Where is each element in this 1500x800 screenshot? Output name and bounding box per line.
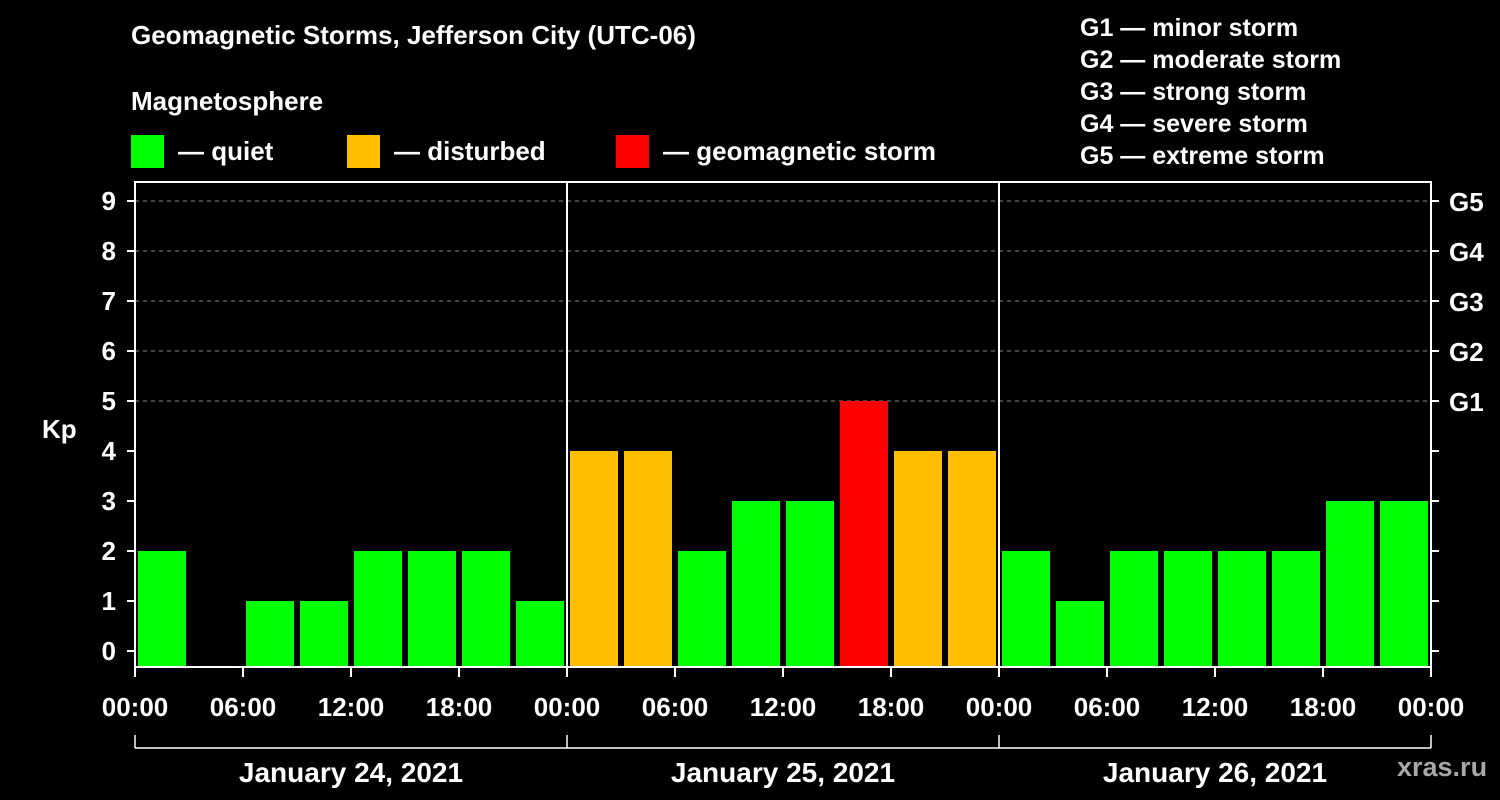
- y-tick-label: 9: [102, 186, 116, 216]
- y-tick-label: 1: [102, 586, 116, 616]
- x-tick-label: 12:00: [318, 692, 385, 722]
- x-tick-label: 06:00: [1074, 692, 1141, 722]
- legend-label-storm: — geomagnetic storm: [663, 135, 937, 166]
- x-tick-label: 12:00: [750, 692, 817, 722]
- kp-bar: [732, 501, 780, 667]
- legend-item-storm: — geomagnetic storm: [616, 134, 936, 168]
- legend-item-quiet: — quiet: [131, 134, 273, 168]
- kp-bar: [1218, 551, 1266, 667]
- x-tick-label: 00:00: [534, 692, 601, 722]
- kp-bar: [516, 601, 564, 667]
- kp-bar: [1056, 601, 1104, 667]
- storm-scale-legend: G1 — minor storm G2 — moderate storm G3 …: [1080, 12, 1341, 172]
- storm-scale-g5: G5 — extreme storm: [1080, 142, 1325, 170]
- kp-bar: [138, 551, 186, 667]
- kp-bar: [894, 451, 942, 667]
- x-tick-label: 00:00: [966, 692, 1033, 722]
- x-tick-label: 00:00: [102, 692, 169, 722]
- legend-swatch-quiet: [131, 134, 164, 168]
- y-tick-label: 8: [102, 236, 116, 266]
- storm-scale-g3: G3 — strong storm: [1080, 78, 1307, 106]
- y-tick-label: 0: [102, 636, 116, 666]
- kp-bar: [300, 601, 348, 667]
- kp-bar: [624, 451, 672, 667]
- kp-bar: [840, 401, 888, 667]
- watermark: xras.ru: [1397, 752, 1488, 782]
- kp-bar: [948, 451, 996, 667]
- kp-bar: [1110, 551, 1158, 667]
- x-tick-label: 18:00: [858, 692, 925, 722]
- chart-subtitle: Magnetosphere: [131, 86, 324, 116]
- legend-swatch-storm: [616, 134, 649, 168]
- y-tick-label: 5: [102, 386, 116, 416]
- x-tick-label: 06:00: [210, 692, 277, 722]
- day-label: January 24, 2021: [239, 757, 463, 788]
- y-tick-label: 6: [102, 336, 116, 366]
- kp-bar: [246, 601, 294, 667]
- g-level-label: G3: [1449, 287, 1484, 317]
- g-level-label: G1: [1449, 387, 1484, 417]
- kp-bar: [678, 551, 726, 667]
- legend-item-disturbed: — disturbed: [347, 134, 546, 168]
- kp-bar: [1272, 551, 1320, 667]
- kp-bar: [1380, 501, 1428, 667]
- y-tick-label: 7: [102, 286, 116, 316]
- chart-title: Geomagnetic Storms, Jefferson City (UTC-…: [131, 20, 696, 50]
- y-tick-label: 3: [102, 486, 116, 516]
- x-tick-label: 12:00: [1182, 692, 1249, 722]
- legend-label-disturbed: — disturbed: [394, 135, 546, 166]
- storm-scale-g4: G4 — severe storm: [1080, 110, 1308, 138]
- legend-swatch-disturbed: [347, 134, 380, 168]
- kp-bar: [1002, 551, 1050, 667]
- day-label: January 25, 2021: [671, 757, 895, 788]
- x-tick-label: 00:00: [1398, 692, 1465, 722]
- x-tick-label: 18:00: [426, 692, 493, 722]
- day-label: January 26, 2021: [1103, 757, 1327, 788]
- y-tick-label: 2: [102, 536, 116, 566]
- kp-bar: [570, 451, 618, 667]
- kp-bar: [1164, 551, 1212, 667]
- kp-bar: [354, 551, 402, 667]
- storm-scale-g1: G1 — minor storm: [1080, 14, 1299, 42]
- y-tick-label: 4: [102, 436, 117, 466]
- x-tick-label: 06:00: [642, 692, 709, 722]
- legend-label-quiet: — quiet: [178, 135, 274, 166]
- kp-bar: [786, 501, 834, 667]
- kp-bar: [462, 551, 510, 667]
- x-tick-label: 18:00: [1290, 692, 1357, 722]
- storm-scale-g2: G2 — moderate storm: [1080, 46, 1342, 74]
- y-axis-label: Kp: [42, 414, 77, 444]
- g-level-label: G4: [1449, 237, 1484, 267]
- kp-bar: [408, 551, 456, 667]
- g-level-label: G5: [1449, 187, 1484, 217]
- kp-bar: [1326, 501, 1374, 667]
- g-level-label: G2: [1449, 337, 1484, 367]
